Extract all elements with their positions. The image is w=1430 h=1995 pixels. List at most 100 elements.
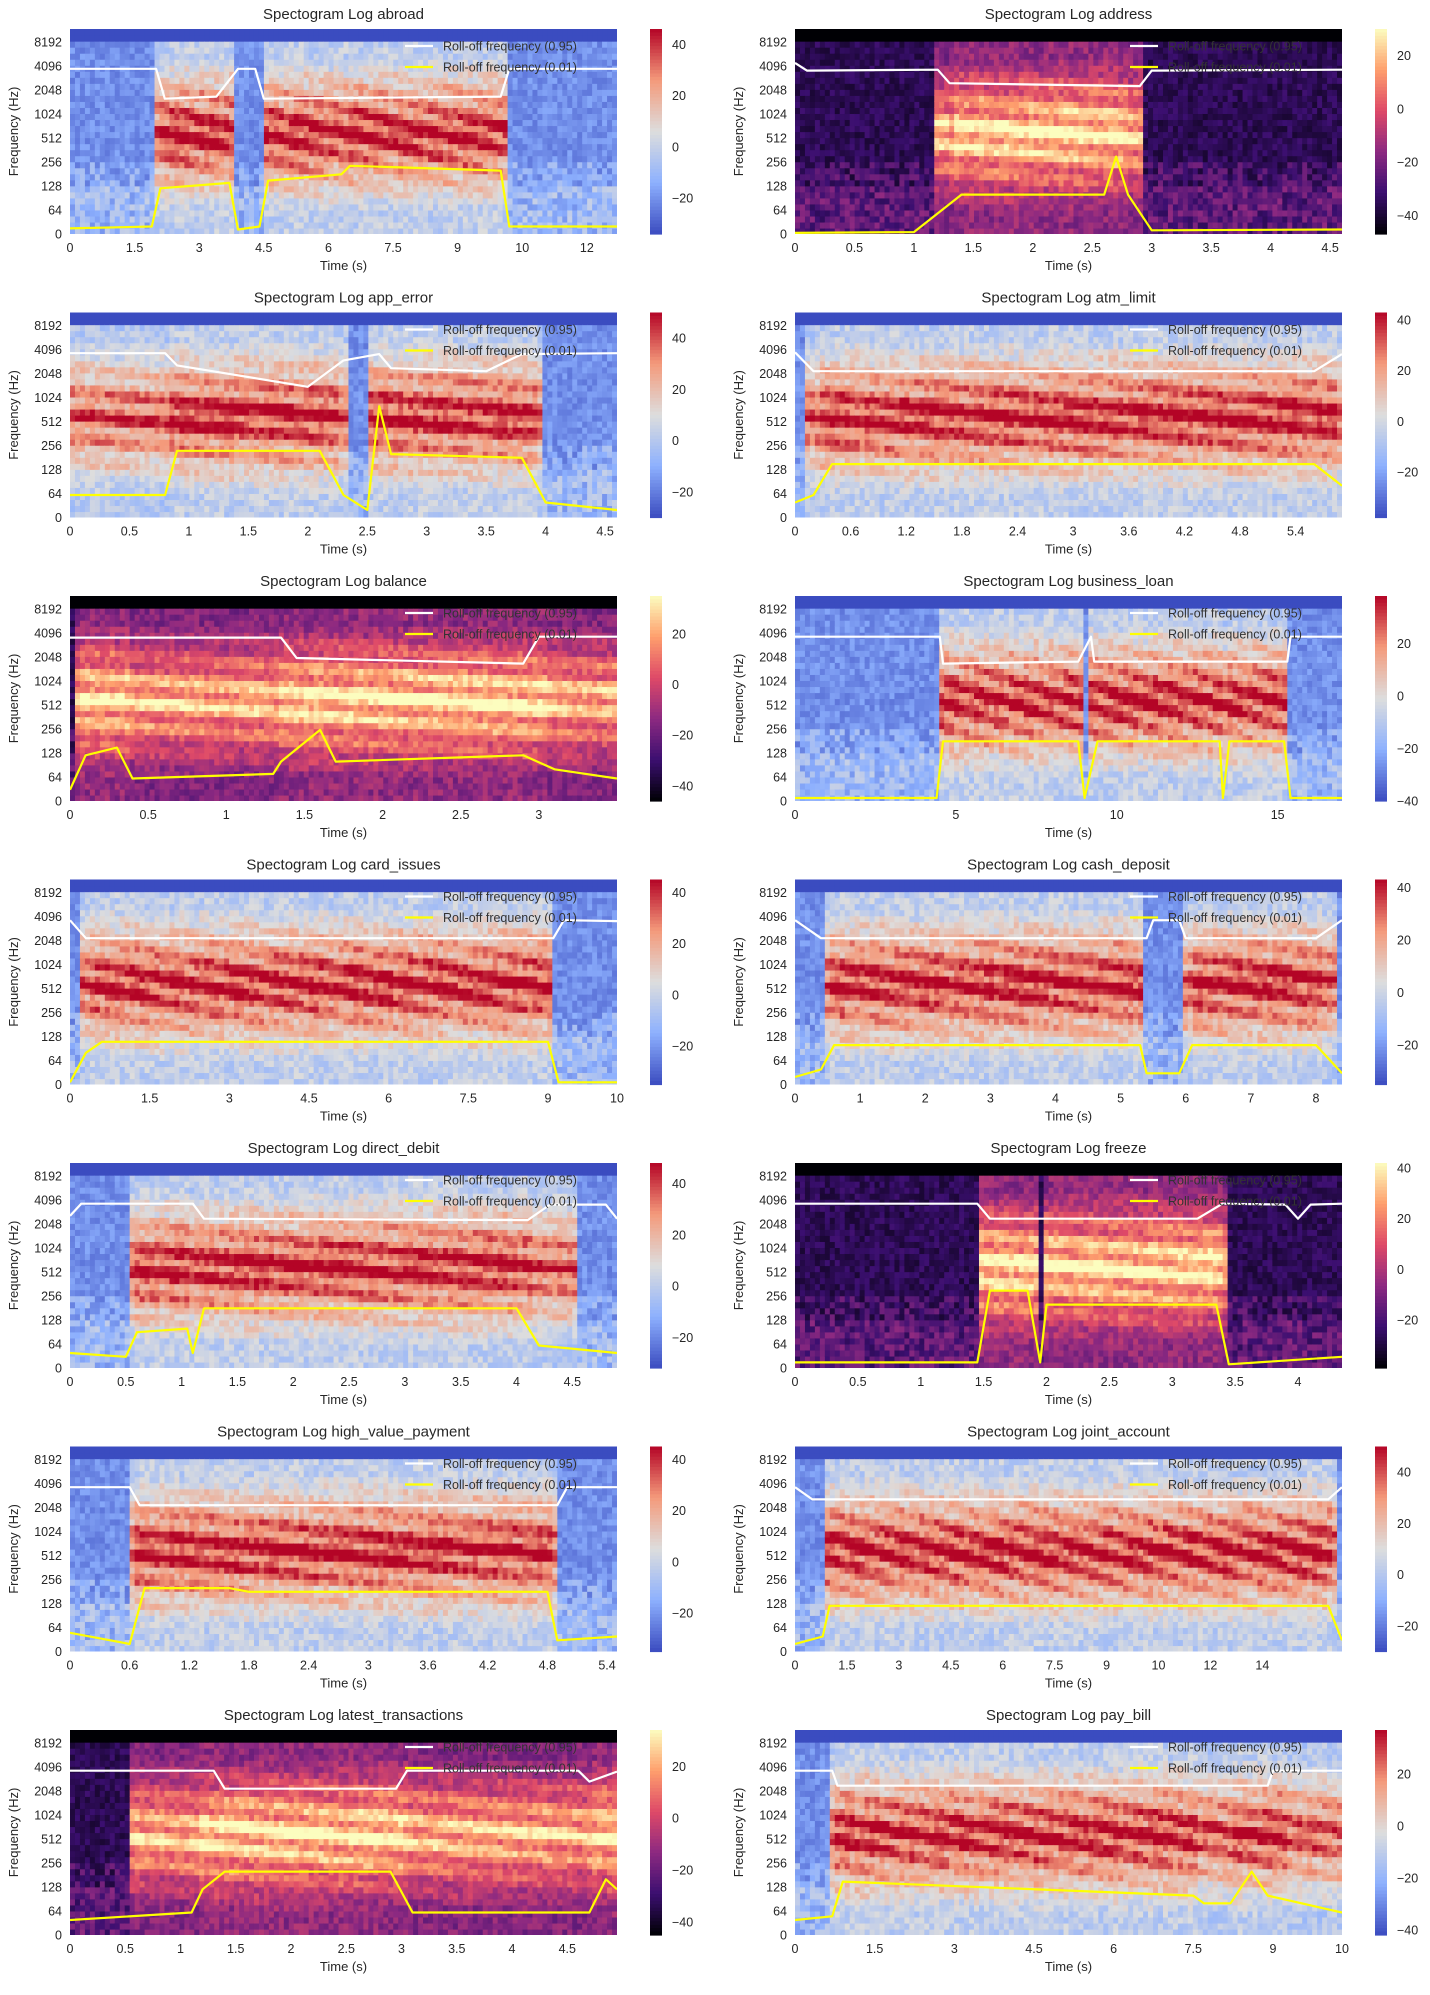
spectrogram-cell bbox=[488, 119, 494, 126]
spectrogram-cell bbox=[413, 216, 419, 223]
spectrogram-cell bbox=[344, 47, 350, 54]
spectrogram-cell bbox=[795, 156, 801, 163]
spectrogram-cell bbox=[353, 83, 359, 90]
spectrogram-cell bbox=[70, 210, 76, 217]
spectrogram-cell bbox=[458, 113, 464, 120]
spectrogram-cell bbox=[294, 83, 300, 90]
spectrogram-cell bbox=[348, 210, 354, 217]
spectrogram-cell bbox=[254, 119, 260, 126]
spectrogram-cell bbox=[403, 107, 409, 114]
spectrogram-cell bbox=[850, 101, 856, 108]
spectrogram-cell bbox=[204, 150, 210, 157]
spectrogram-cell bbox=[438, 113, 444, 120]
spectrogram-cell bbox=[169, 59, 175, 66]
spectrogram-cell bbox=[125, 113, 131, 120]
spectrogram-cell bbox=[329, 150, 335, 157]
spectrogram-cell bbox=[199, 144, 205, 151]
spectrogram-cell bbox=[795, 119, 801, 126]
spectrogram-cell bbox=[254, 162, 260, 169]
spectrogram-cell bbox=[835, 138, 841, 145]
spectrogram-cell bbox=[830, 35, 836, 42]
colorbar-segment bbox=[650, 183, 662, 187]
spectrogram-cell bbox=[473, 125, 479, 132]
spectrogram-cell bbox=[433, 35, 439, 42]
spectrogram-cell bbox=[279, 216, 285, 223]
spectrogram-cell bbox=[314, 138, 320, 145]
spectrogram-cell bbox=[820, 138, 826, 145]
spectrogram-cell bbox=[254, 150, 260, 157]
spectrogram-cell bbox=[875, 83, 881, 90]
spectrogram-cell bbox=[199, 107, 205, 114]
spectrogram-cell bbox=[95, 204, 101, 211]
spectrogram-cell bbox=[830, 29, 836, 36]
spectrogram-cell bbox=[75, 119, 81, 126]
spectrogram-cell bbox=[120, 95, 126, 102]
spectrogram-cell bbox=[825, 132, 831, 139]
spectrogram-cell bbox=[209, 53, 215, 60]
spectrogram-cell bbox=[820, 192, 826, 199]
spectrogram-cell bbox=[865, 95, 871, 102]
spectrogram-cell bbox=[189, 71, 195, 78]
spectrogram-cell bbox=[443, 156, 449, 163]
spectrogram-cell bbox=[508, 168, 514, 175]
spectrogram-cell bbox=[909, 41, 915, 48]
spectrogram-cell bbox=[344, 77, 350, 84]
spectrogram-cell bbox=[433, 204, 439, 211]
spectrogram-cell bbox=[880, 71, 886, 78]
spectrogram-cell bbox=[805, 53, 811, 60]
spectrogram-cell bbox=[115, 89, 121, 96]
spectrogram-cell bbox=[314, 29, 320, 36]
spectrogram-cell bbox=[865, 29, 871, 36]
spectrogram-cell bbox=[189, 204, 195, 211]
spectrogram-cell bbox=[865, 150, 871, 157]
spectrogram-cell bbox=[939, 29, 945, 36]
spectrogram-cell bbox=[368, 59, 374, 66]
spectrogram-cell bbox=[468, 53, 474, 60]
spectrogram-cell bbox=[229, 222, 235, 229]
spectrogram-cell bbox=[845, 222, 851, 229]
spectrogram-cell bbox=[860, 150, 866, 157]
spectrogram-cell bbox=[518, 53, 524, 60]
spectrogram-cell bbox=[164, 47, 170, 54]
spectrogram-cell bbox=[899, 174, 905, 181]
spectrogram-cell bbox=[904, 156, 910, 163]
spectrogram-cell bbox=[820, 113, 826, 120]
colorbar-segment bbox=[650, 60, 662, 64]
spectrogram-cell bbox=[334, 35, 340, 42]
spectrogram-cell bbox=[363, 204, 369, 211]
spectrogram-cell bbox=[164, 180, 170, 187]
spectrogram-cell bbox=[344, 204, 350, 211]
spectrogram-cell bbox=[855, 29, 861, 36]
spectrogram-cell bbox=[830, 47, 836, 54]
spectrogram-cell bbox=[363, 119, 369, 126]
spectrogram-cell bbox=[607, 210, 613, 217]
spectrogram-cell bbox=[929, 83, 935, 90]
spectrogram-cell bbox=[810, 83, 816, 90]
spectrogram-cell bbox=[498, 29, 504, 36]
spectrogram-cell bbox=[562, 132, 568, 139]
spectrogram-cell bbox=[269, 53, 275, 60]
spectrogram-cell bbox=[840, 71, 846, 78]
spectrogram-cell bbox=[120, 29, 126, 36]
spectrogram-cell bbox=[169, 83, 175, 90]
spectrogram-cell bbox=[929, 132, 935, 139]
spectrogram-cell bbox=[383, 192, 389, 199]
spectrogram-cell bbox=[383, 107, 389, 114]
spectrogram-cell bbox=[518, 192, 524, 199]
spectrogram-cell bbox=[160, 65, 166, 72]
spectrogram-cell bbox=[845, 35, 851, 42]
spectrogram-cell bbox=[294, 156, 300, 163]
spectrogram-cell bbox=[592, 83, 598, 90]
spectrogram-cell bbox=[229, 53, 235, 60]
spectrogram-cell bbox=[463, 83, 469, 90]
spectrogram-cell bbox=[115, 162, 121, 169]
colorbar-segment bbox=[650, 132, 662, 136]
spectrogram-cell bbox=[845, 113, 851, 120]
spectrogram-cell bbox=[75, 174, 81, 181]
spectrogram-cell bbox=[498, 101, 504, 108]
spectrogram-cell bbox=[845, 53, 851, 60]
spectrogram-cell bbox=[199, 204, 205, 211]
spectrogram-cell bbox=[90, 198, 96, 205]
spectrogram-cell bbox=[239, 125, 245, 132]
spectrogram-cell bbox=[264, 35, 270, 42]
